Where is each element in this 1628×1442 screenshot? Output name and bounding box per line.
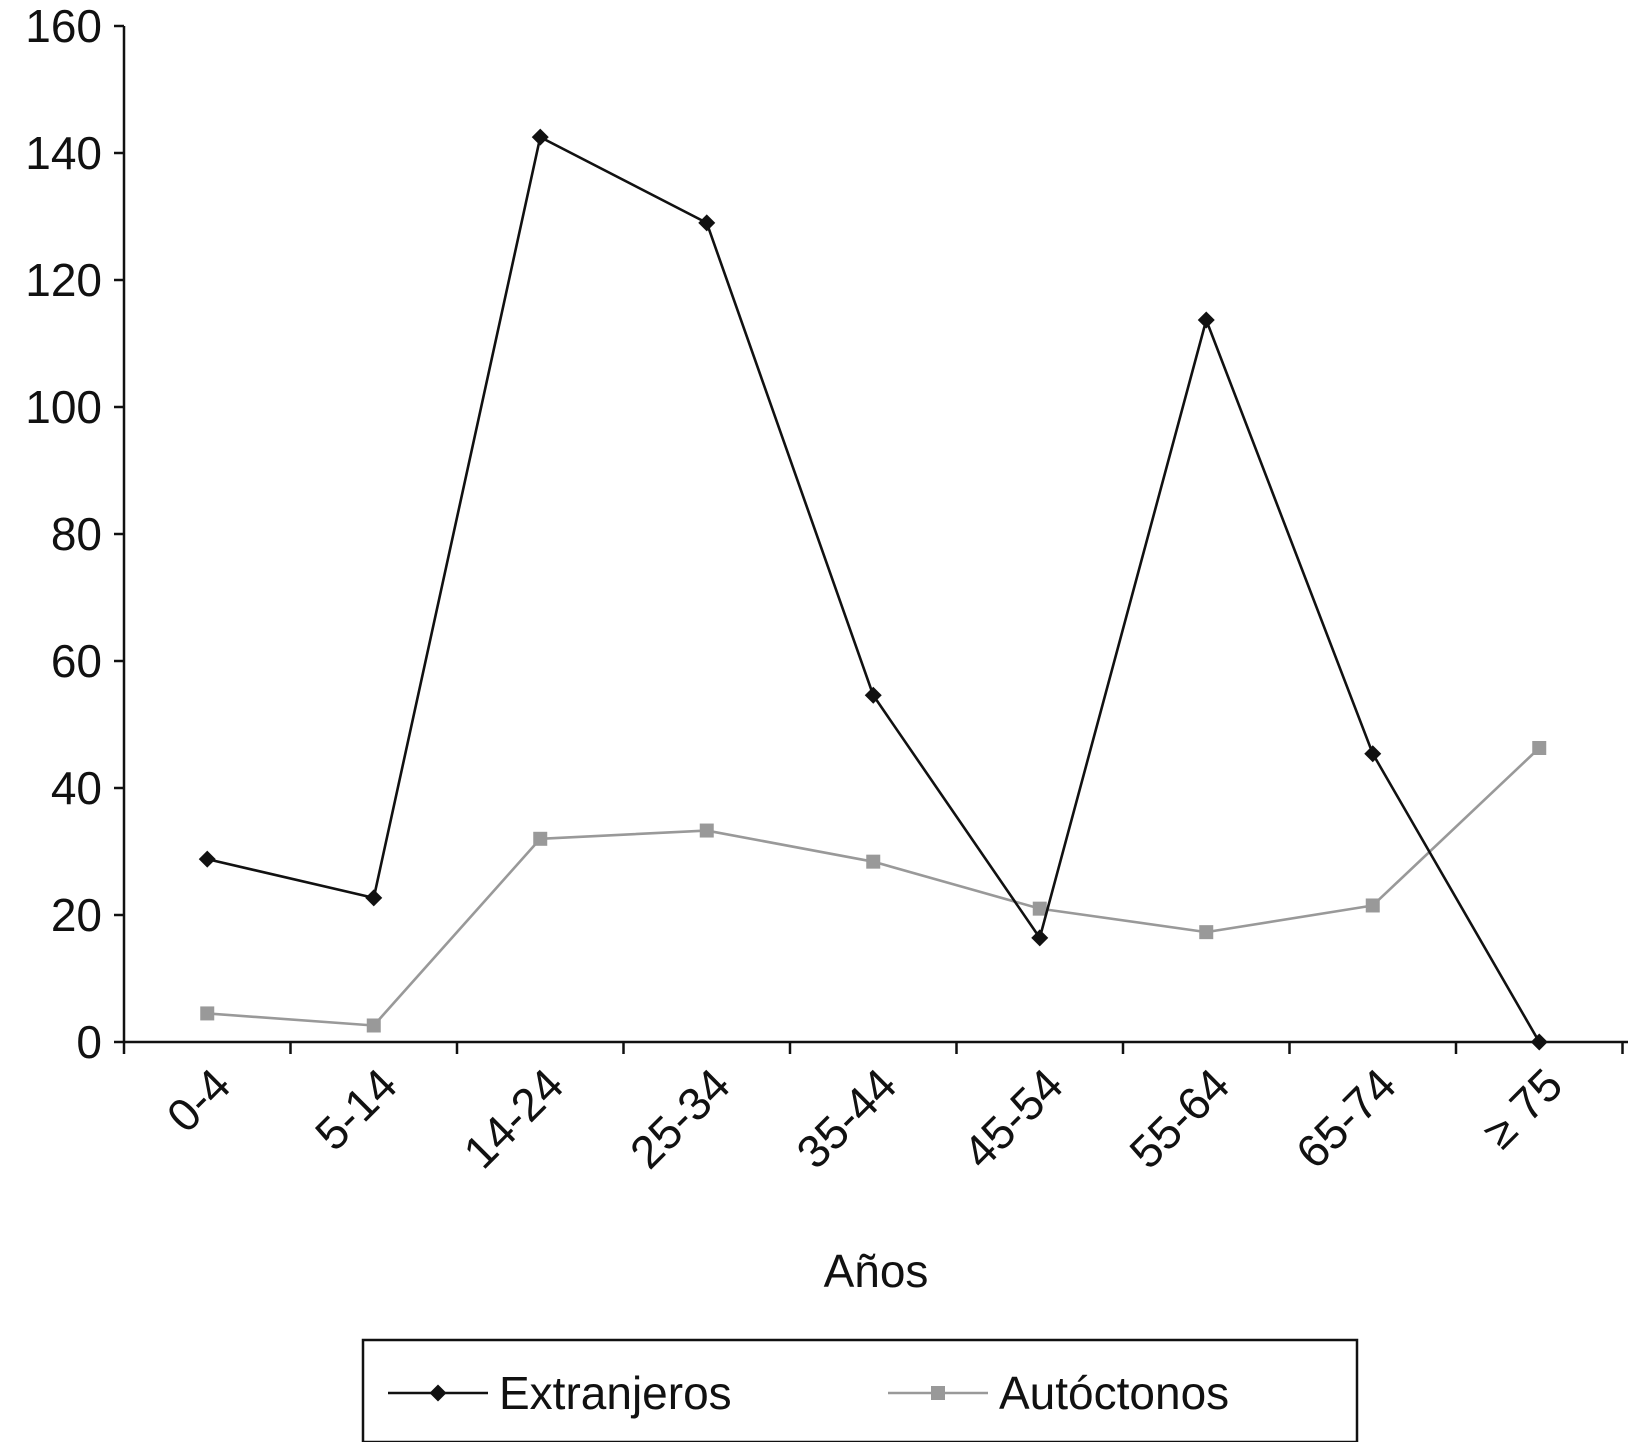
x-tick-label: ≥ 75 (1472, 1058, 1572, 1158)
data-point (1532, 740, 1547, 755)
x-tick-label: 65-74 (1286, 1058, 1406, 1178)
data-point (200, 1006, 215, 1021)
series-extranjeros (198, 128, 1548, 1051)
x-tick-label: 55-64 (1119, 1058, 1239, 1178)
x-tick-label: 45-54 (953, 1058, 1073, 1178)
x-tick-label: 5-14 (305, 1058, 407, 1160)
series-line (206, 135, 1541, 1043)
x-axis-title: Años (824, 1245, 929, 1297)
y-tick-label: 140 (25, 127, 102, 179)
data-point (198, 850, 216, 868)
series-layer (198, 128, 1548, 1051)
legend-item: Autóctonos (888, 1367, 1229, 1419)
data-point (864, 686, 882, 704)
axes: 0 20 40 60 80 100 120 140 160 0-4 5-14 14-24 25-34 35… (25, 0, 1628, 1178)
data-point (699, 823, 714, 838)
y-tick-label: 0 (76, 1016, 102, 1068)
y-tick-label: 20 (51, 889, 102, 941)
data-point (1197, 311, 1215, 329)
data-point (365, 889, 383, 907)
legend-box (361, 1338, 1359, 1442)
data-point (866, 854, 881, 869)
legend: Extranjeros Autóctonos (361, 1338, 1359, 1442)
series-line (207, 747, 1541, 1027)
data-point (698, 214, 716, 232)
legend-label: Autóctonos (999, 1367, 1229, 1419)
legend-marker (931, 1386, 945, 1400)
data-point (1365, 898, 1380, 913)
data-point (531, 128, 549, 146)
data-point (533, 831, 548, 846)
x-tick-label: 35-44 (786, 1058, 906, 1178)
data-point (1032, 901, 1047, 916)
data-point (1530, 1033, 1548, 1051)
y-tick-label: 40 (51, 762, 102, 814)
data-point (1031, 929, 1049, 947)
data-point (366, 1018, 381, 1033)
legend-item: Extranjeros (388, 1367, 732, 1419)
y-tick-label: 60 (51, 635, 102, 687)
y-tick-label: 80 (51, 508, 102, 560)
y-tick-label: 160 (25, 0, 102, 52)
legend-marker (429, 1384, 447, 1402)
data-point (1364, 745, 1382, 763)
legend-label: Extranjeros (499, 1367, 732, 1419)
data-point (1199, 925, 1214, 940)
y-tick-label: 100 (25, 381, 102, 433)
x-tick-label: 0-4 (157, 1058, 241, 1142)
y-tick-label: 120 (25, 254, 102, 306)
x-tick-label: 25-34 (620, 1058, 740, 1178)
series-autóctonos (200, 740, 1547, 1033)
x-tick-label: 14-24 (453, 1058, 573, 1178)
